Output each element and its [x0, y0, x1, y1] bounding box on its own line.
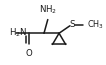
Text: NH$_2$: NH$_2$ [39, 3, 57, 16]
Text: S: S [70, 20, 75, 29]
Text: H$_2$N: H$_2$N [9, 27, 27, 40]
Text: O: O [26, 49, 32, 58]
Text: $\mathsf{CH_3}$: $\mathsf{CH_3}$ [87, 18, 104, 31]
